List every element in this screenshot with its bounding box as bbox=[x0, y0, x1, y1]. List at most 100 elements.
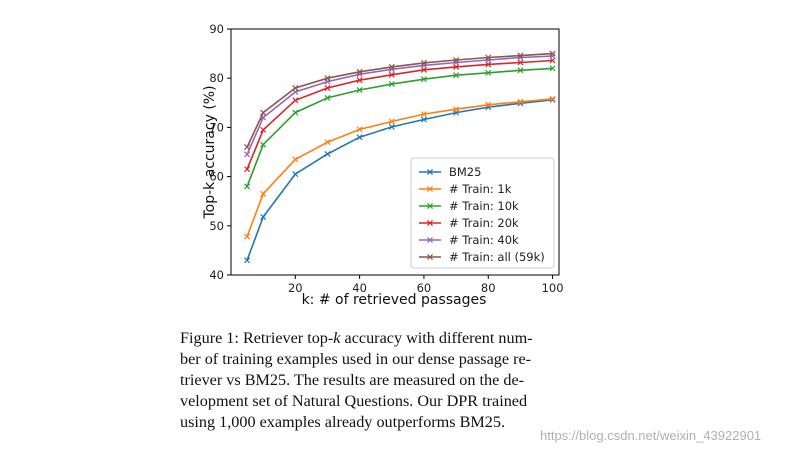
y-tick-label: 70 bbox=[209, 120, 224, 134]
data-point bbox=[453, 56, 460, 64]
series-layer bbox=[244, 50, 556, 264]
watermark: https://blog.csdn.net/weixin_43922901 bbox=[540, 428, 762, 443]
data-point bbox=[292, 109, 299, 116]
data-point bbox=[260, 190, 267, 197]
data-point bbox=[549, 96, 556, 103]
y-tick-label: 60 bbox=[209, 170, 224, 184]
plot-area-border bbox=[230, 28, 560, 276]
data-point bbox=[549, 65, 556, 72]
data-point bbox=[549, 57, 556, 64]
y-axis-title: Top-k accuracy (%) bbox=[202, 85, 218, 219]
data-point bbox=[388, 71, 395, 78]
legend-entry: # Train: 40k bbox=[419, 233, 519, 247]
caption-line-1: Figure 1: Retriever top-k accuracy with … bbox=[180, 328, 600, 349]
data-point bbox=[324, 94, 331, 101]
data-point bbox=[324, 150, 331, 157]
legend-label: # Train: all (59k) bbox=[449, 250, 545, 264]
data-point bbox=[356, 68, 363, 75]
data-point bbox=[292, 156, 299, 163]
caption-math-k: k bbox=[333, 329, 341, 347]
data-point bbox=[453, 106, 460, 113]
data-point bbox=[420, 111, 427, 118]
series-5 bbox=[244, 50, 556, 151]
legend-entry: # Train: 10k bbox=[419, 199, 519, 213]
data-point bbox=[485, 101, 492, 108]
legend-label: # Train: 1k bbox=[449, 182, 512, 196]
legend-entry: # Train: 1k bbox=[419, 182, 512, 196]
caption-text: accuracy with different num- bbox=[340, 329, 533, 347]
x-tick-label: 20 bbox=[288, 281, 303, 295]
data-point bbox=[244, 166, 251, 173]
data-point bbox=[356, 126, 363, 133]
data-point bbox=[453, 72, 460, 79]
data-point bbox=[485, 54, 492, 61]
y-tick-label: 40 bbox=[209, 268, 224, 282]
x-tick-label: 40 bbox=[352, 281, 367, 295]
legend-entry: # Train: all (59k) bbox=[419, 250, 545, 264]
data-point bbox=[292, 97, 299, 104]
y-tick-label: 80 bbox=[209, 71, 224, 85]
caption-line-5: using 1,000 examples already outperforms… bbox=[180, 413, 506, 431]
data-point bbox=[292, 171, 299, 178]
data-point bbox=[324, 75, 331, 82]
legend: BM25 # Train: 1k # Train: 10k # Train: 20k #… bbox=[410, 157, 555, 269]
data-point bbox=[420, 66, 427, 73]
data-point bbox=[517, 59, 524, 66]
legend-label: # Train: 10k bbox=[449, 199, 519, 213]
data-point bbox=[356, 86, 363, 94]
data-point bbox=[356, 77, 363, 84]
data-point bbox=[485, 69, 492, 76]
data-point bbox=[388, 63, 395, 70]
legend-label: BM25 bbox=[449, 165, 481, 179]
data-point bbox=[426, 185, 434, 193]
x-axis-title: k: # of retrieved passages bbox=[302, 292, 487, 308]
data-point bbox=[426, 236, 434, 244]
caption-line-3: triever vs BM25. The results are measure… bbox=[180, 371, 525, 389]
legend-box bbox=[410, 157, 555, 269]
data-point bbox=[244, 183, 251, 190]
data-point bbox=[549, 50, 556, 57]
data-point bbox=[324, 85, 331, 92]
line-chart: 40 50 60 70 80 90 20 40 60 80 100 Top-k accuracy … bbox=[202, 22, 564, 308]
data-point bbox=[426, 202, 434, 210]
data-point bbox=[244, 257, 251, 264]
data-point bbox=[517, 67, 524, 74]
legend-label: # Train: 20k bbox=[449, 216, 519, 230]
data-point bbox=[324, 139, 331, 146]
caption-text: Figure 1: Retriever top- bbox=[180, 329, 334, 347]
series-1 bbox=[244, 95, 556, 240]
data-point bbox=[453, 63, 460, 70]
plot-frame bbox=[230, 28, 560, 276]
series-3 bbox=[244, 57, 556, 173]
data-point bbox=[517, 98, 524, 105]
x-axis: 20 40 60 80 100 bbox=[288, 275, 564, 295]
data-point bbox=[388, 118, 395, 125]
series-0 bbox=[244, 96, 556, 264]
data-point bbox=[356, 134, 363, 141]
data-point bbox=[388, 123, 395, 130]
data-point bbox=[260, 109, 267, 116]
data-point bbox=[244, 151, 251, 158]
data-point bbox=[426, 253, 434, 261]
figure-caption: Figure 1: Retriever top-k accuracy with … bbox=[180, 328, 600, 433]
x-tick-label: 80 bbox=[481, 281, 496, 295]
data-point bbox=[260, 213, 267, 220]
legend-entry: # Train: 20k bbox=[419, 216, 519, 230]
legend-entry: BM25 bbox=[419, 165, 481, 179]
y-tick-label: 50 bbox=[209, 219, 224, 233]
data-point bbox=[388, 81, 395, 88]
data-point bbox=[244, 144, 251, 151]
series-2 bbox=[244, 65, 556, 190]
data-point bbox=[485, 61, 492, 68]
caption-line-4: velopment set of Natural Questions. Our … bbox=[180, 392, 528, 410]
data-point bbox=[517, 52, 524, 59]
y-axis: 40 50 60 70 80 90 bbox=[209, 22, 231, 282]
data-point bbox=[426, 168, 434, 176]
data-point bbox=[420, 59, 427, 66]
x-tick-label: 60 bbox=[417, 281, 432, 295]
legend-label: # Train: 40k bbox=[449, 233, 519, 247]
data-point bbox=[244, 233, 251, 240]
caption-line-2: ber of training examples used in our den… bbox=[180, 350, 532, 368]
data-point bbox=[292, 85, 299, 92]
x-tick-label: 100 bbox=[542, 281, 564, 295]
